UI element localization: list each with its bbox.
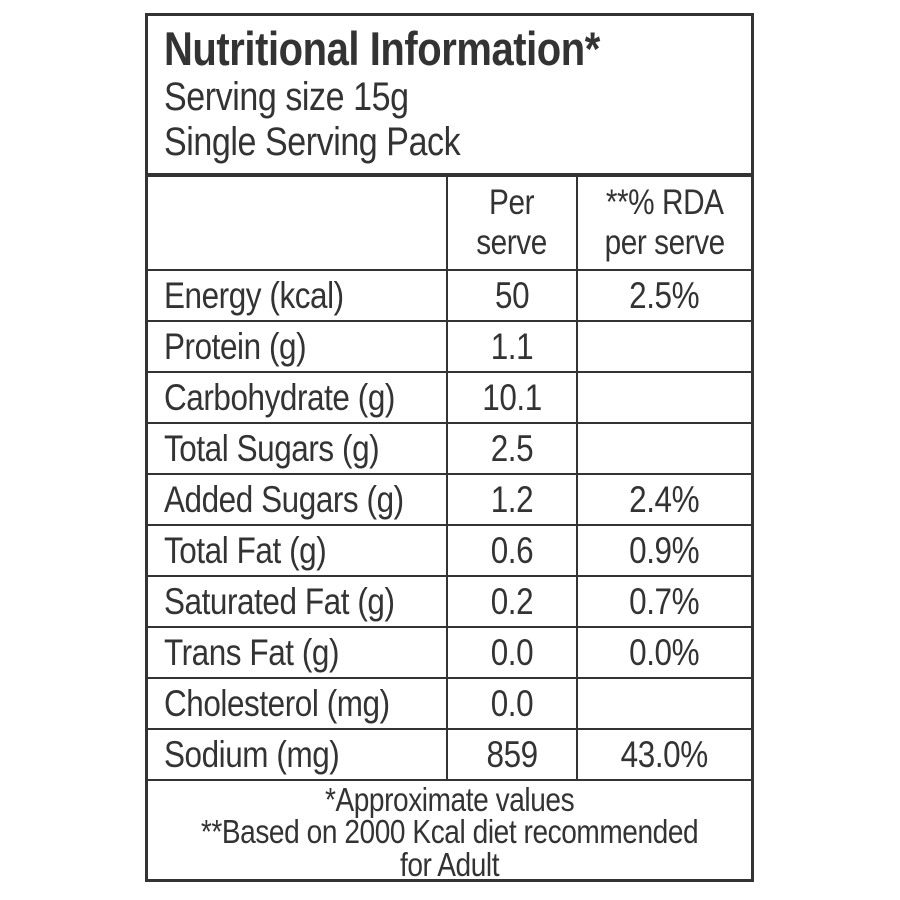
- per-serve-value: 50: [494, 274, 530, 316]
- nutrient-label: Cholesterol (mg): [164, 682, 390, 724]
- table-row: Total Sugars (g) 2.5: [148, 422, 751, 473]
- nutrient-label: Energy (kcal): [164, 274, 344, 316]
- nutrient-label: Total Sugars (g): [164, 427, 380, 469]
- row-per-serve-cell: 859: [446, 730, 576, 779]
- row-label-cell: Added Sugars (g): [148, 475, 446, 524]
- row-label-cell: Cholesterol (mg): [148, 679, 446, 728]
- table-row: Protein (g) 1.1: [148, 320, 751, 371]
- nutrient-label: Sodium (mg): [164, 733, 340, 775]
- rda-column-header: **% RDA per serve: [604, 182, 725, 262]
- row-rda-cell: [576, 679, 751, 728]
- pack-type-text: Single Serving Pack: [164, 120, 461, 165]
- row-rda-cell: 43.0%: [576, 730, 751, 779]
- footnotes-section: *Approximate values **Based on 2000 Kcal…: [148, 779, 751, 879]
- rda-value: 43.0%: [620, 733, 709, 775]
- header-rda-cell: **% RDA per serve: [576, 177, 751, 269]
- per-serve-value: 0.2: [490, 580, 534, 622]
- per-serve-value: 0.0: [490, 682, 534, 724]
- per-serve-value: 0.0: [490, 631, 534, 673]
- row-per-serve-cell: 0.6: [446, 526, 576, 575]
- nutrient-label: Saturated Fat (g): [164, 580, 395, 622]
- row-per-serve-cell: 1.2: [446, 475, 576, 524]
- table-row: Sodium (mg) 859 43.0%: [148, 728, 751, 779]
- nutrient-label: Added Sugars (g): [164, 478, 404, 520]
- footnote-rda-basis: **Based on 2000 Kcal diet recommended fo…: [200, 813, 699, 879]
- row-label-cell: Sodium (mg): [148, 730, 446, 779]
- serving-size-text: Serving size 15g: [164, 74, 409, 119]
- rda-value: 2.5%: [629, 274, 700, 316]
- rda-value: 2.4%: [629, 478, 700, 520]
- table-row: Cholesterol (mg) 0.0: [148, 677, 751, 728]
- row-per-serve-cell: 0.2: [446, 577, 576, 626]
- row-rda-cell: 0.7%: [576, 577, 751, 626]
- serving-size-row: Serving size 15g: [164, 75, 741, 121]
- row-per-serve-cell: 50: [446, 271, 576, 320]
- row-rda-cell: 0.0%: [576, 628, 751, 677]
- row-rda-cell: [576, 424, 751, 473]
- footnote-approximate: *Approximate values: [324, 781, 575, 818]
- nutrient-label: Total Fat (g): [164, 529, 327, 571]
- per-serve-value: 2.5: [490, 427, 534, 469]
- per-serve-value: 0.6: [490, 529, 534, 571]
- footnote-rda-basis-row: **Based on 2000 Kcal diet recommended fo…: [148, 813, 751, 879]
- row-per-serve-cell: 0.0: [446, 628, 576, 677]
- row-per-serve-cell: 10.1: [446, 373, 576, 422]
- row-label-cell: Energy (kcal): [148, 271, 446, 320]
- nutrient-label: Protein (g): [164, 325, 307, 367]
- per-serve-column-header: Per serve: [476, 182, 548, 262]
- row-rda-cell: 2.5%: [576, 271, 751, 320]
- row-per-serve-cell: 2.5: [446, 424, 576, 473]
- row-label-cell: Carbohydrate (g): [148, 373, 446, 422]
- per-serve-value: 859: [486, 733, 538, 775]
- per-serve-value: 1.1: [490, 325, 534, 367]
- row-label-cell: Trans Fat (g): [148, 628, 446, 677]
- nutrient-label: Carbohydrate (g): [164, 376, 395, 418]
- nutrition-rows: Energy (kcal) 50 2.5% Protein (g) 1.1 Ca…: [148, 269, 751, 779]
- rda-value: 0.9%: [629, 529, 700, 571]
- row-rda-cell: [576, 373, 751, 422]
- per-serve-value: 1.2: [490, 478, 534, 520]
- row-per-serve-cell: 1.1: [446, 322, 576, 371]
- footnote-approximate-row: *Approximate values: [148, 781, 751, 818]
- row-rda-cell: 0.9%: [576, 526, 751, 575]
- table-row: Energy (kcal) 50 2.5%: [148, 269, 751, 320]
- table-row: Saturated Fat (g) 0.2 0.7%: [148, 575, 751, 626]
- header-item-cell: [148, 177, 446, 269]
- pack-type-row: Single Serving Pack: [164, 120, 741, 166]
- table-row: Added Sugars (g) 1.2 2.4%: [148, 473, 751, 524]
- panel-header: Nutritional Information* Serving size 15…: [148, 16, 751, 177]
- nutrition-facts-panel: Nutritional Information* Serving size 15…: [145, 13, 754, 882]
- table-row: Trans Fat (g) 0.0 0.0%: [148, 626, 751, 677]
- nutrient-label: Trans Fat (g): [164, 631, 340, 673]
- row-label-cell: Protein (g): [148, 322, 446, 371]
- row-rda-cell: [576, 322, 751, 371]
- panel-title: Nutritional Information*: [164, 22, 600, 75]
- row-label-cell: Total Sugars (g): [148, 424, 446, 473]
- table-row: Carbohydrate (g) 10.1: [148, 371, 751, 422]
- rda-value: 0.0%: [629, 631, 700, 673]
- row-per-serve-cell: 0.0: [446, 679, 576, 728]
- panel-title-row: Nutritional Information*: [164, 22, 741, 75]
- row-rda-cell: 2.4%: [576, 475, 751, 524]
- header-per-serve-cell: Per serve: [446, 177, 576, 269]
- per-serve-value: 10.1: [482, 376, 542, 418]
- row-label-cell: Saturated Fat (g): [148, 577, 446, 626]
- table-header-row: Per serve **% RDA per serve: [148, 177, 751, 269]
- rda-value: 0.7%: [629, 580, 700, 622]
- table-row: Total Fat (g) 0.6 0.9%: [148, 524, 751, 575]
- row-label-cell: Total Fat (g): [148, 526, 446, 575]
